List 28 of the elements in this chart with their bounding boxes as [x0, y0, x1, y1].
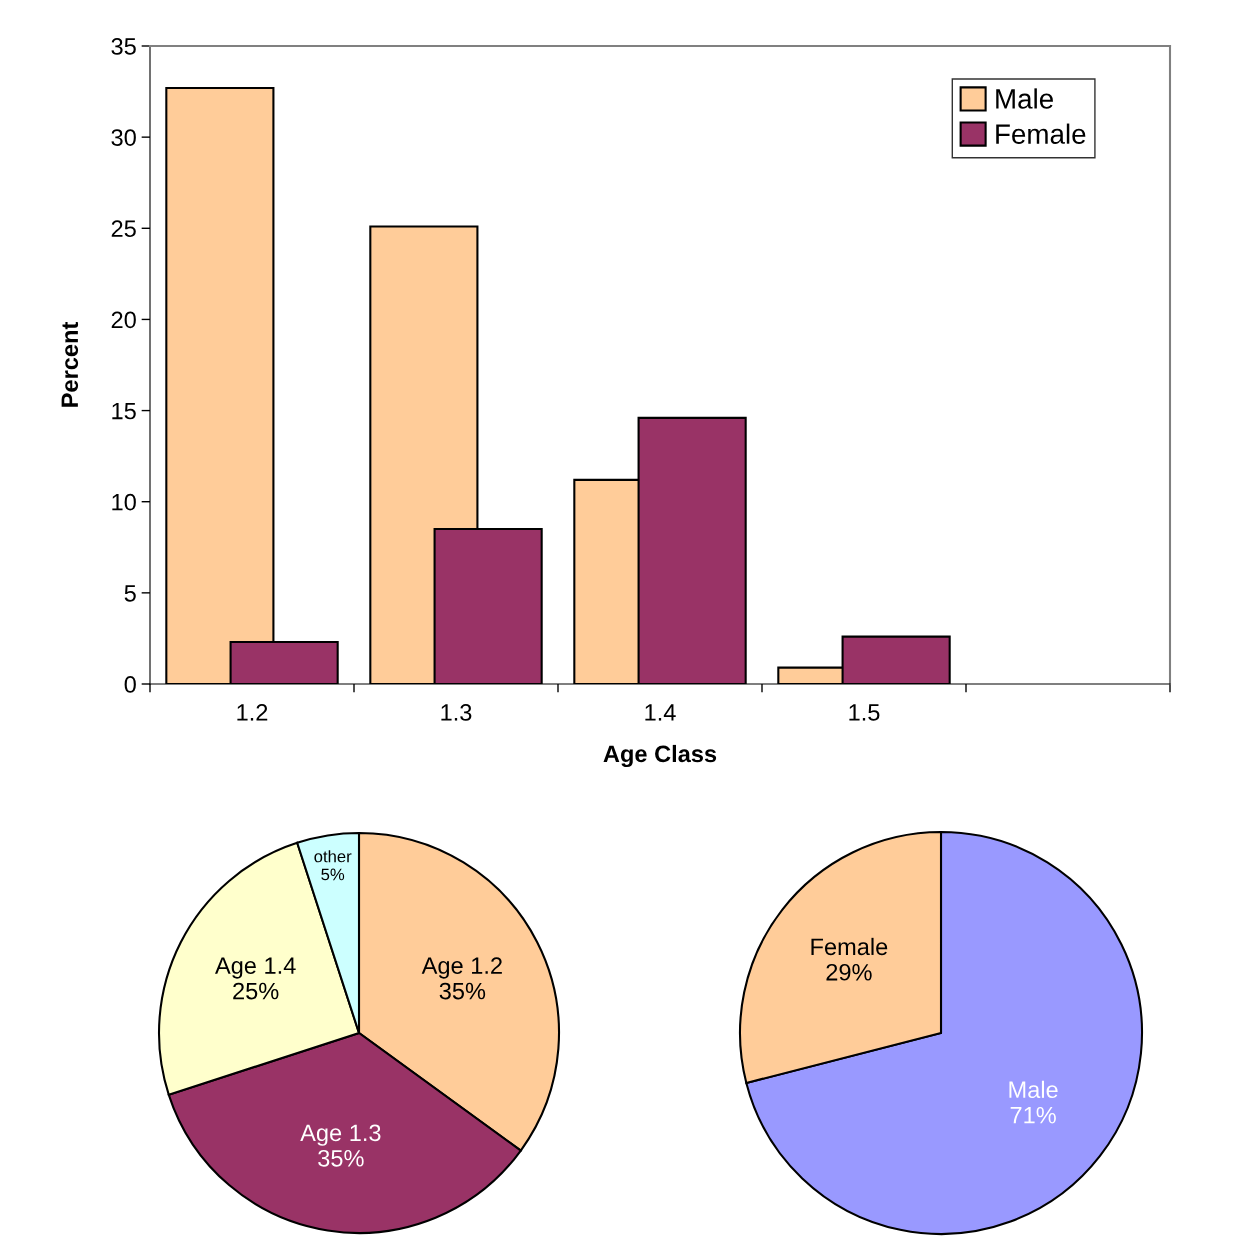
y-tick-label: 25	[111, 220, 136, 238]
x-tick-label: 1.2	[237, 704, 268, 721]
legend-label: Male	[996, 88, 1053, 109]
data-label: 35%	[318, 1149, 364, 1167]
data-label: 25%	[233, 982, 279, 1000]
y-tick-label: 5	[124, 585, 136, 602]
data-label: 5%	[321, 868, 345, 881]
data-label: 29%	[826, 963, 872, 981]
slice-label: other	[314, 850, 352, 863]
y-axis-title: Percent	[61, 321, 79, 407]
slice-label: Age 1.4	[215, 957, 296, 979]
slice-label: Female	[811, 937, 888, 956]
y-tick-label: 35	[111, 38, 136, 55]
data-label: 35%	[439, 982, 486, 1000]
y-tick-label: 15	[112, 402, 136, 420]
y-tick-label: 10	[112, 493, 136, 511]
x-axis-title: Age Class	[603, 744, 717, 768]
slice-label: Male	[1009, 1080, 1058, 1099]
x-tick-label: 1.3	[441, 704, 472, 721]
x-tick-label: 1.5	[849, 704, 880, 721]
slice-label: Age 1.3	[300, 1124, 381, 1146]
slice-label: Age 1.2	[421, 957, 502, 979]
y-tick-label: 0	[124, 676, 136, 693]
data-label: 71%	[1010, 1106, 1056, 1124]
y-tick-label: 20	[111, 311, 136, 329]
x-tick-label: 1.4	[645, 704, 676, 721]
legend-label: Female	[996, 123, 1086, 144]
y-tick-label: 30	[111, 129, 136, 146]
